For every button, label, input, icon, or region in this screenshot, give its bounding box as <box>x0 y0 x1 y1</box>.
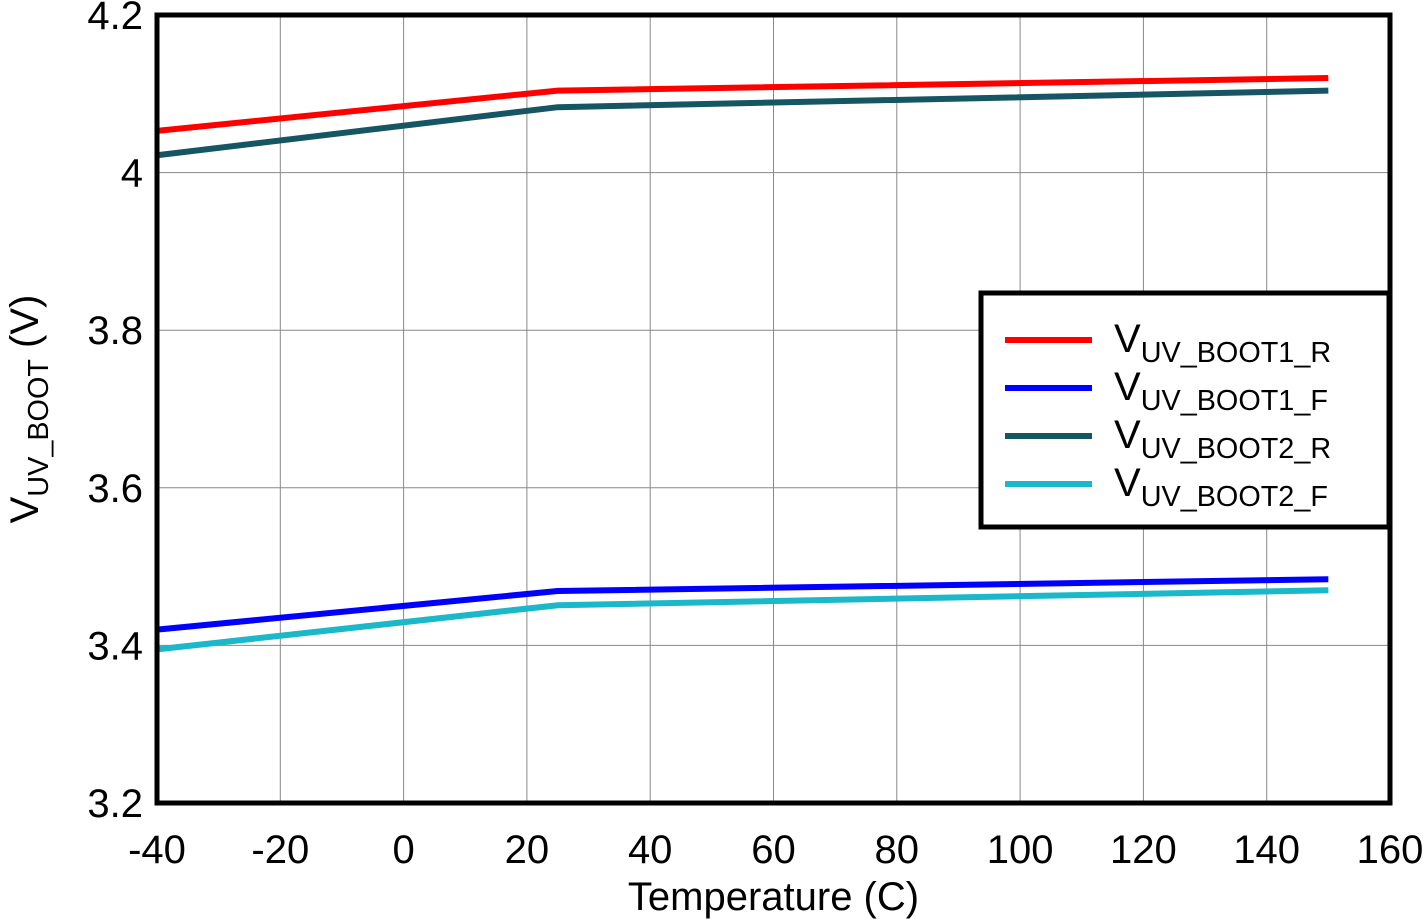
y-tick-label: 3.8 <box>87 309 143 353</box>
x-tick-label: 100 <box>987 828 1054 872</box>
legend-label: VUV_BOOT2_R <box>1114 413 1331 465</box>
series-line <box>156 75 1329 134</box>
series-line <box>156 587 1329 653</box>
y-tick-label: 3.6 <box>87 467 143 511</box>
legend-box <box>978 290 1392 530</box>
legend: VUV_BOOT1_RVUV_BOOT1_FVUV_BOOT2_RVUV_BOO… <box>978 290 1392 530</box>
x-tick-label: 0 <box>392 828 414 872</box>
x-tick-label: 20 <box>505 828 550 872</box>
y-tick-label: 4 <box>121 152 143 196</box>
x-tick-label: -20 <box>251 828 309 872</box>
x-tick-label: 80 <box>875 828 920 872</box>
y-tick-label: 4.2 <box>87 0 143 38</box>
y-tick-label: 3.4 <box>87 624 143 668</box>
x-tick-label: 40 <box>628 828 673 872</box>
series-line <box>156 87 1329 159</box>
legend-label: VUV_BOOT1_R <box>1114 317 1331 369</box>
y-tick-label: 3.2 <box>87 782 143 826</box>
x-tick-label: -40 <box>128 828 186 872</box>
y-axis-title: VUV_BOOT (V) <box>3 295 55 524</box>
x-tick-label: 160 <box>1357 828 1424 872</box>
x-axis-title: Temperature (C) <box>628 875 919 919</box>
x-tick-label: 120 <box>1110 828 1177 872</box>
series-line <box>156 576 1329 633</box>
legend-label: VUV_BOOT1_F <box>1114 365 1328 417</box>
x-tick-label: 60 <box>751 828 796 872</box>
x-tick-label: 140 <box>1233 828 1300 872</box>
legend-label: VUV_BOOT2_F <box>1114 461 1328 513</box>
